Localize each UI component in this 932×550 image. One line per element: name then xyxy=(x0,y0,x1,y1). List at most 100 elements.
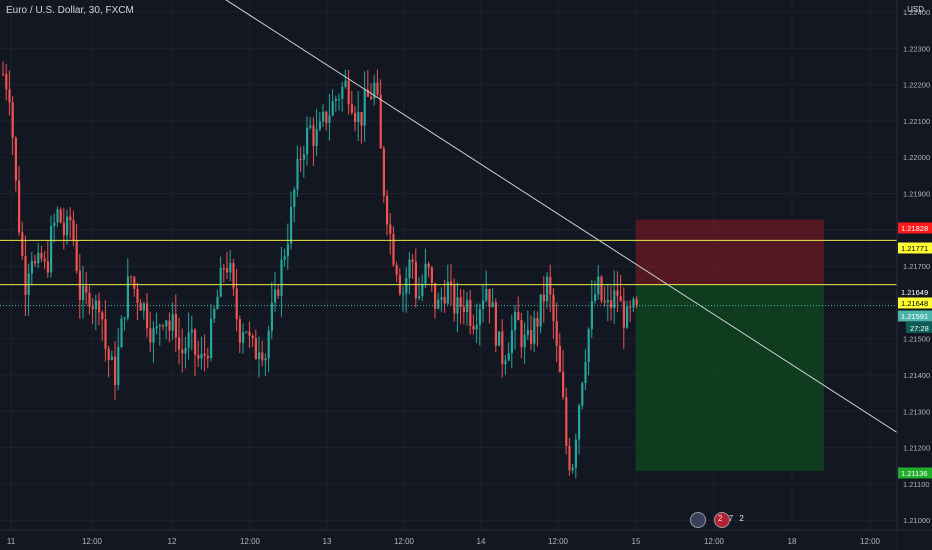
candle-body xyxy=(552,294,555,322)
candle-body xyxy=(158,325,161,327)
candle-body xyxy=(37,252,40,264)
candle-body xyxy=(318,121,321,130)
candle-body xyxy=(328,115,331,123)
candle-body xyxy=(200,353,203,359)
time-axis[interactable]: 11 12:00 12 12:00 13 12:00 14 12:00 15 12:00 18 12:… xyxy=(0,529,932,550)
candle-body xyxy=(283,256,286,260)
price-tick-label: 1.22200 xyxy=(903,81,930,90)
candle-body xyxy=(482,300,485,309)
candle-body xyxy=(114,356,117,386)
candle-body xyxy=(478,308,481,325)
price-tick-label: 1.21200 xyxy=(903,444,930,453)
candle-body xyxy=(88,292,91,307)
candle-body xyxy=(107,348,110,360)
candle-body xyxy=(322,111,325,122)
time-tick-label: 12:00 xyxy=(548,537,569,546)
candle-body xyxy=(331,101,334,116)
candle-body xyxy=(190,329,193,333)
candle-body xyxy=(126,276,129,318)
candle-body xyxy=(594,294,597,301)
time-tick-label: 12:00 xyxy=(82,537,103,546)
price-tick-label: 1.21000 xyxy=(903,516,930,525)
countdown-tag xyxy=(906,322,932,333)
eu-flag-icon[interactable] xyxy=(690,512,706,528)
price-tag-text: 1.21591 xyxy=(901,312,928,321)
candle-body xyxy=(14,137,17,181)
candle-body xyxy=(267,330,270,359)
time-tick-label: 12:00 xyxy=(704,537,725,546)
candle-body xyxy=(91,306,94,310)
price-tag-hline-plain xyxy=(898,286,932,298)
drawings[interactable] xyxy=(0,0,898,433)
candle-body xyxy=(408,259,411,279)
events-countdown: 2 7 2 xyxy=(718,514,746,523)
candle-body xyxy=(296,158,299,190)
candle-body xyxy=(101,312,104,320)
candle-body xyxy=(533,318,536,344)
time-tick-label: 15 xyxy=(632,537,641,546)
candle-body xyxy=(389,224,392,234)
candle-body xyxy=(248,331,251,336)
price-tick-label: 1.21700 xyxy=(903,262,930,271)
price-tick-label: 1.22300 xyxy=(903,44,930,53)
candle-body xyxy=(235,288,238,320)
candle-body xyxy=(632,299,635,308)
candle-body xyxy=(504,360,507,365)
candle-body xyxy=(606,300,609,303)
candle-body xyxy=(181,349,184,354)
candle-body xyxy=(629,306,632,308)
candle-body xyxy=(149,328,152,343)
candle-body xyxy=(21,232,24,257)
candle-body xyxy=(46,261,49,273)
candle-body xyxy=(34,261,37,264)
candle-body xyxy=(94,300,97,310)
price-tick-label: 1.21300 xyxy=(903,407,930,416)
candle-body xyxy=(219,267,222,297)
candle-body xyxy=(155,326,158,329)
candle-body xyxy=(30,261,33,274)
candle-body xyxy=(270,302,273,331)
candle-body xyxy=(197,354,200,359)
position-zones[interactable] xyxy=(636,219,824,471)
price-tag-last xyxy=(898,310,932,322)
candle-body xyxy=(2,73,5,75)
candle-body xyxy=(206,355,209,359)
candle-body xyxy=(494,302,497,346)
candle-body xyxy=(168,320,171,331)
candle-body xyxy=(258,352,261,359)
us-flag-icon[interactable] xyxy=(714,512,730,528)
candle-body xyxy=(498,331,501,346)
candle-body xyxy=(514,311,517,331)
candle-body xyxy=(530,330,533,344)
candle-body xyxy=(360,112,363,126)
candle-body xyxy=(613,290,616,309)
symbol-title[interactable]: Euro / U.S. Dollar, 30, FXCM xyxy=(6,5,134,16)
price-tag-text: 1.21648 xyxy=(901,299,928,308)
candle-body xyxy=(392,233,395,265)
currency-label[interactable]: USD xyxy=(907,5,924,14)
candle-body xyxy=(117,347,120,386)
candle-body xyxy=(315,129,318,146)
candle-body xyxy=(555,321,558,346)
candle-body xyxy=(539,294,542,327)
candle-body xyxy=(571,467,574,471)
candle-body xyxy=(517,311,520,321)
candle-body xyxy=(376,82,379,95)
candle-body xyxy=(290,206,293,244)
time-tick-label: 14 xyxy=(477,537,486,546)
candle-body xyxy=(306,127,309,155)
candle-body xyxy=(242,332,245,343)
candle-body xyxy=(309,125,312,128)
candle-body xyxy=(24,256,27,295)
price-axis[interactable]: 1.22400 1.22300 1.22200 1.22100 1.22000 1.219… xyxy=(896,0,932,550)
candle-body xyxy=(603,300,606,303)
candle-body xyxy=(254,338,257,359)
candle-body xyxy=(216,296,219,310)
candle-body xyxy=(370,96,373,99)
candle-body xyxy=(616,290,619,297)
price-tag-text: 1.21649 xyxy=(901,288,928,297)
candle-body xyxy=(213,309,216,319)
price-tick-label: 1.21500 xyxy=(903,335,930,344)
